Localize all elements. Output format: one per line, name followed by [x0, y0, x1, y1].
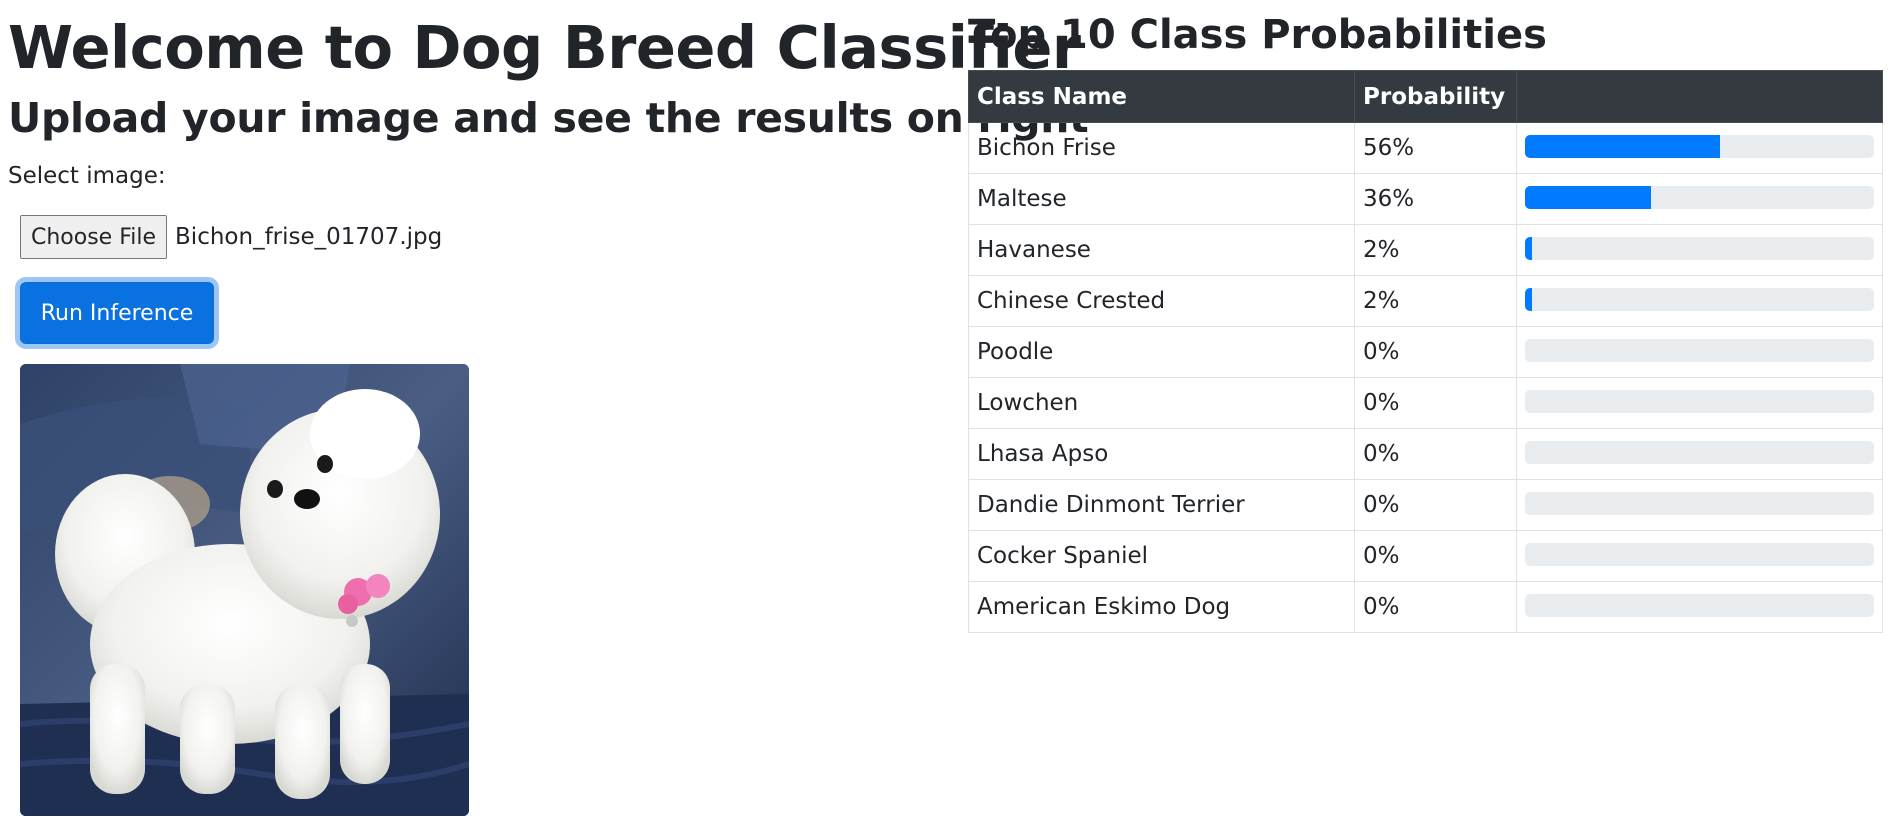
- probability-bar-cell: [1515, 377, 1884, 429]
- probability-cell: 0%: [1354, 326, 1517, 378]
- class-name-cell: Cocker Spaniel: [967, 530, 1356, 582]
- probability-progress-fill: [1524, 287, 1532, 311]
- selected-file-name: Bichon_frise_01707.jpg: [175, 224, 443, 250]
- column-header-probability: Probability: [1354, 70, 1517, 123]
- uploaded-image-preview: [20, 364, 469, 816]
- probability-bar-cell: [1515, 224, 1884, 276]
- class-name-cell: Lowchen: [967, 377, 1356, 429]
- probability-cell: 56%: [1354, 122, 1517, 174]
- table-row: Havanese 2%: [967, 224, 1884, 276]
- probability-progress-bar: [1524, 185, 1874, 209]
- probability-progress-fill: [1524, 185, 1651, 209]
- probability-table: Class Name Probability Bichon Frise 56% Ma…: [967, 70, 1884, 633]
- probability-progress-bar: [1524, 440, 1874, 464]
- probability-progress-bar: [1524, 542, 1874, 566]
- table-header-row: Class Name Probability: [967, 70, 1884, 123]
- probability-bar-cell: [1515, 581, 1884, 633]
- probability-bar-cell: [1515, 479, 1884, 531]
- table-row: Poodle 0%: [967, 326, 1884, 378]
- choose-file-button[interactable]: Choose File: [20, 215, 168, 259]
- table-row: Chinese Crested 2%: [967, 275, 1884, 327]
- class-name-cell: Dandie Dinmont Terrier: [967, 479, 1356, 531]
- class-name-cell: Poodle: [967, 326, 1356, 378]
- probability-cell: 0%: [1354, 377, 1517, 429]
- probability-progress-bar: [1524, 134, 1874, 158]
- class-name-cell: Bichon Frise: [967, 122, 1356, 174]
- table-row: Bichon Frise 56%: [967, 122, 1884, 174]
- probability-progress-fill: [1524, 134, 1721, 158]
- probability-progress-bar: [1524, 593, 1874, 617]
- column-header-bar: [1515, 70, 1884, 123]
- table-row: Cocker Spaniel 0%: [967, 530, 1884, 582]
- probability-bar-cell: [1515, 122, 1884, 174]
- probability-bar-cell: [1515, 428, 1884, 480]
- probability-progress-bar: [1524, 287, 1874, 311]
- probability-bar-cell: [1515, 275, 1884, 327]
- probability-bar-cell: [1515, 326, 1884, 378]
- class-name-cell: Chinese Crested: [967, 275, 1356, 327]
- probability-progress-bar: [1524, 389, 1874, 413]
- probability-cell: 0%: [1354, 530, 1517, 582]
- probability-cell: 2%: [1354, 275, 1517, 327]
- probability-bar-cell: [1515, 530, 1884, 582]
- probability-cell: 0%: [1354, 479, 1517, 531]
- probability-bar-cell: [1515, 173, 1884, 225]
- probability-progress-fill: [1524, 236, 1532, 260]
- table-row: American Eskimo Dog 0%: [967, 581, 1884, 633]
- page-title: Welcome to Dog Breed Classifier: [8, 13, 1081, 82]
- probability-cell: 0%: [1354, 428, 1517, 480]
- class-name-cell: Havanese: [967, 224, 1356, 276]
- class-name-cell: American Eskimo Dog: [967, 581, 1356, 633]
- table-row: Dandie Dinmont Terrier 0%: [967, 479, 1884, 531]
- select-image-label: Select image:: [8, 163, 166, 189]
- probability-progress-bar: [1524, 338, 1874, 362]
- probability-progress-bar: [1524, 491, 1874, 515]
- class-name-cell: Lhasa Apso: [967, 428, 1356, 480]
- table-row: Maltese 36%: [967, 173, 1884, 225]
- probability-cell: 0%: [1354, 581, 1517, 633]
- page-subtitle: Upload your image and see the results on…: [8, 94, 1089, 142]
- class-name-cell: Maltese: [967, 173, 1356, 225]
- file-input[interactable]: Choose File Bichon_frise_01707.jpg: [20, 215, 442, 259]
- table-row: Lowchen 0%: [967, 377, 1884, 429]
- probability-rows: Bichon Frise 56% Maltese 36% Havanese 2% Chine…: [967, 122, 1884, 633]
- table-row: Lhasa Apso 0%: [967, 428, 1884, 480]
- run-inference-button[interactable]: Run Inference: [20, 282, 214, 344]
- results-title: Top 10 Class Probabilities: [968, 12, 1547, 58]
- probability-progress-bar: [1524, 236, 1874, 260]
- probability-cell: 2%: [1354, 224, 1517, 276]
- probability-cell: 36%: [1354, 173, 1517, 225]
- column-header-class-name: Class Name: [967, 70, 1356, 123]
